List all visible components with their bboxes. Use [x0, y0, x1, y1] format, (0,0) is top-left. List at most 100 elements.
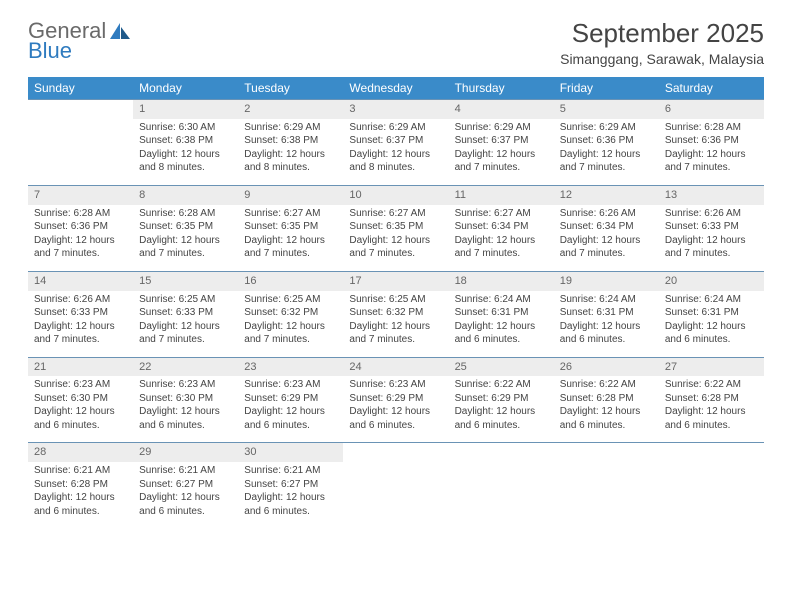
daylight-line: Daylight: 12 hours and 6 minutes.: [455, 405, 548, 432]
sunset-line: Sunset: 6:35 PM: [244, 220, 337, 234]
daylight-line: Daylight: 12 hours and 6 minutes.: [349, 405, 442, 432]
calendar-body: 123456 Sunrise: 6:30 AMSunset: 6:38 PMDa…: [28, 100, 764, 529]
weekday-header: Thursday: [449, 77, 554, 100]
sunrise-line: Sunrise: 6:28 AM: [139, 207, 232, 221]
day-info-cell: Sunrise: 6:24 AMSunset: 6:31 PMDaylight:…: [554, 291, 659, 358]
sunrise-line: Sunrise: 6:25 AM: [244, 293, 337, 307]
sunrise-line: Sunrise: 6:28 AM: [34, 207, 127, 221]
day-number-row: 14151617181920: [28, 271, 764, 290]
day-number-cell: 4: [449, 100, 554, 119]
day-number-cell: 14: [28, 271, 133, 290]
sunset-line: Sunset: 6:28 PM: [665, 392, 758, 406]
logo-text-blue: Blue: [28, 38, 72, 64]
daylight-line: Daylight: 12 hours and 6 minutes.: [665, 405, 758, 432]
daylight-line: Daylight: 12 hours and 7 minutes.: [244, 234, 337, 261]
day-number-cell: 19: [554, 271, 659, 290]
title-block: September 2025 Simanggang, Sarawak, Mala…: [560, 18, 764, 67]
day-info-cell: Sunrise: 6:29 AMSunset: 6:37 PMDaylight:…: [449, 119, 554, 186]
sunrise-line: Sunrise: 6:29 AM: [349, 121, 442, 135]
day-info-row: Sunrise: 6:26 AMSunset: 6:33 PMDaylight:…: [28, 291, 764, 358]
day-number-cell: [343, 443, 448, 462]
calendar-table: Sunday Monday Tuesday Wednesday Thursday…: [28, 77, 764, 528]
day-number-cell: [449, 443, 554, 462]
sunrise-line: Sunrise: 6:24 AM: [665, 293, 758, 307]
daylight-line: Daylight: 12 hours and 8 minutes.: [139, 148, 232, 175]
day-number-cell: 11: [449, 185, 554, 204]
sunrise-line: Sunrise: 6:28 AM: [665, 121, 758, 135]
day-info-cell: Sunrise: 6:25 AMSunset: 6:32 PMDaylight:…: [343, 291, 448, 358]
sunset-line: Sunset: 6:36 PM: [665, 134, 758, 148]
sunset-line: Sunset: 6:31 PM: [560, 306, 653, 320]
sunset-line: Sunset: 6:29 PM: [455, 392, 548, 406]
day-number-cell: 8: [133, 185, 238, 204]
day-info-cell: Sunrise: 6:29 AMSunset: 6:38 PMDaylight:…: [238, 119, 343, 186]
page-header: General September 2025 Simanggang, Saraw…: [28, 18, 764, 67]
sunset-line: Sunset: 6:36 PM: [34, 220, 127, 234]
daylight-line: Daylight: 12 hours and 7 minutes.: [139, 320, 232, 347]
sunrise-line: Sunrise: 6:25 AM: [139, 293, 232, 307]
day-info-cell: [449, 462, 554, 528]
sunrise-line: Sunrise: 6:21 AM: [34, 464, 127, 478]
day-info-cell: [28, 119, 133, 186]
daylight-line: Daylight: 12 hours and 7 minutes.: [34, 320, 127, 347]
sunset-line: Sunset: 6:33 PM: [34, 306, 127, 320]
sunset-line: Sunset: 6:35 PM: [139, 220, 232, 234]
weekday-header-row: Sunday Monday Tuesday Wednesday Thursday…: [28, 77, 764, 100]
sunset-line: Sunset: 6:32 PM: [349, 306, 442, 320]
day-info-cell: Sunrise: 6:25 AMSunset: 6:33 PMDaylight:…: [133, 291, 238, 358]
day-info-cell: Sunrise: 6:21 AMSunset: 6:28 PMDaylight:…: [28, 462, 133, 528]
day-info-cell: Sunrise: 6:29 AMSunset: 6:36 PMDaylight:…: [554, 119, 659, 186]
sunset-line: Sunset: 6:31 PM: [455, 306, 548, 320]
day-number-cell: 28: [28, 443, 133, 462]
day-info-cell: Sunrise: 6:28 AMSunset: 6:36 PMDaylight:…: [28, 205, 133, 272]
day-info-cell: [659, 462, 764, 528]
weekday-header: Tuesday: [238, 77, 343, 100]
daylight-line: Daylight: 12 hours and 6 minutes.: [139, 405, 232, 432]
day-info-cell: Sunrise: 6:26 AMSunset: 6:33 PMDaylight:…: [28, 291, 133, 358]
sunset-line: Sunset: 6:37 PM: [455, 134, 548, 148]
daylight-line: Daylight: 12 hours and 8 minutes.: [244, 148, 337, 175]
sunrise-line: Sunrise: 6:22 AM: [455, 378, 548, 392]
daylight-line: Daylight: 12 hours and 7 minutes.: [665, 148, 758, 175]
day-number-cell: 12: [554, 185, 659, 204]
sunset-line: Sunset: 6:30 PM: [139, 392, 232, 406]
day-number-cell: [659, 443, 764, 462]
day-number-cell: 21: [28, 357, 133, 376]
sunrise-line: Sunrise: 6:21 AM: [244, 464, 337, 478]
sunrise-line: Sunrise: 6:30 AM: [139, 121, 232, 135]
sunset-line: Sunset: 6:27 PM: [139, 478, 232, 492]
day-number-cell: 22: [133, 357, 238, 376]
day-info-cell: Sunrise: 6:26 AMSunset: 6:34 PMDaylight:…: [554, 205, 659, 272]
sunrise-line: Sunrise: 6:23 AM: [349, 378, 442, 392]
daylight-line: Daylight: 12 hours and 7 minutes.: [665, 234, 758, 261]
day-info-row: Sunrise: 6:28 AMSunset: 6:36 PMDaylight:…: [28, 205, 764, 272]
sunrise-line: Sunrise: 6:27 AM: [244, 207, 337, 221]
day-info-cell: Sunrise: 6:24 AMSunset: 6:31 PMDaylight:…: [659, 291, 764, 358]
day-info-cell: Sunrise: 6:21 AMSunset: 6:27 PMDaylight:…: [238, 462, 343, 528]
day-number-row: 78910111213: [28, 185, 764, 204]
sunset-line: Sunset: 6:29 PM: [349, 392, 442, 406]
daylight-line: Daylight: 12 hours and 6 minutes.: [244, 405, 337, 432]
sunrise-line: Sunrise: 6:24 AM: [455, 293, 548, 307]
day-info-cell: Sunrise: 6:27 AMSunset: 6:35 PMDaylight:…: [343, 205, 448, 272]
calendar-page: General September 2025 Simanggang, Saraw…: [0, 0, 792, 546]
daylight-line: Daylight: 12 hours and 6 minutes.: [455, 320, 548, 347]
sunset-line: Sunset: 6:38 PM: [139, 134, 232, 148]
day-number-cell: 7: [28, 185, 133, 204]
day-info-row: Sunrise: 6:30 AMSunset: 6:38 PMDaylight:…: [28, 119, 764, 186]
sunrise-line: Sunrise: 6:29 AM: [560, 121, 653, 135]
sunrise-line: Sunrise: 6:27 AM: [349, 207, 442, 221]
sunset-line: Sunset: 6:34 PM: [455, 220, 548, 234]
sunset-line: Sunset: 6:36 PM: [560, 134, 653, 148]
day-info-cell: Sunrise: 6:30 AMSunset: 6:38 PMDaylight:…: [133, 119, 238, 186]
daylight-line: Daylight: 12 hours and 8 minutes.: [349, 148, 442, 175]
sunrise-line: Sunrise: 6:22 AM: [560, 378, 653, 392]
weekday-header: Wednesday: [343, 77, 448, 100]
day-number-cell: 15: [133, 271, 238, 290]
day-info-cell: [554, 462, 659, 528]
daylight-line: Daylight: 12 hours and 7 minutes.: [349, 234, 442, 261]
sunrise-line: Sunrise: 6:26 AM: [34, 293, 127, 307]
day-number-cell: 26: [554, 357, 659, 376]
day-info-cell: Sunrise: 6:28 AMSunset: 6:35 PMDaylight:…: [133, 205, 238, 272]
day-info-cell: Sunrise: 6:22 AMSunset: 6:28 PMDaylight:…: [554, 376, 659, 443]
